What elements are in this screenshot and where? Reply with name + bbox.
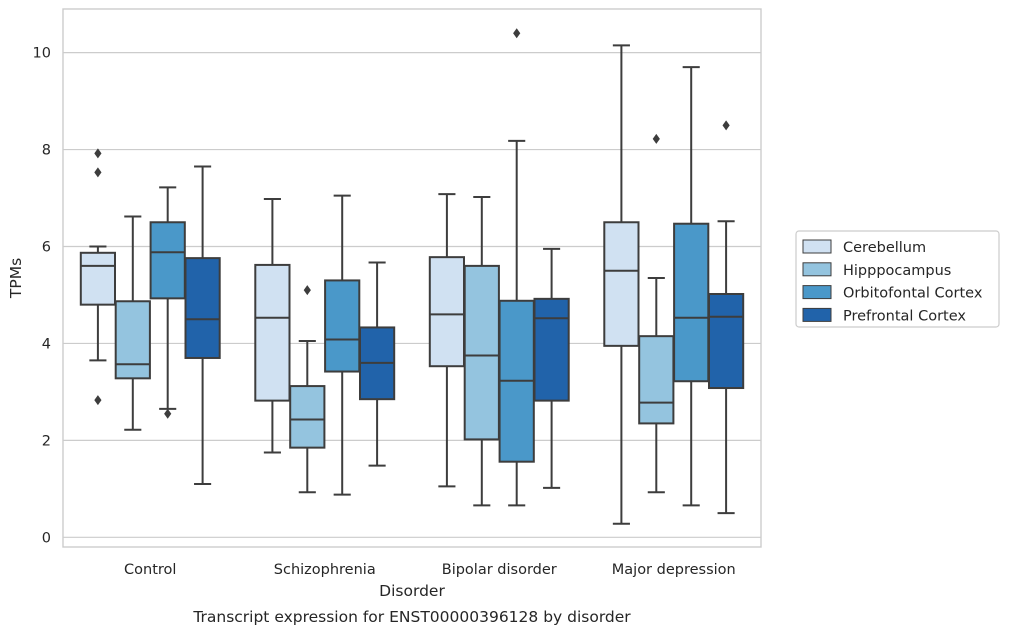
legend-label: Orbitofontal Cortex bbox=[843, 286, 983, 302]
outlier-point bbox=[94, 167, 102, 178]
legend-frame bbox=[795, 230, 1000, 328]
outlier-point bbox=[303, 285, 311, 296]
y-tick-label: 10 bbox=[33, 46, 51, 62]
chart-caption: Transcript expression for ENST0000039612… bbox=[192, 608, 631, 626]
y-tick-label: 8 bbox=[42, 143, 51, 159]
legend: Cerebellum Hipppocampus Orbitofontal Corte… bbox=[795, 230, 1000, 328]
box-2-0 bbox=[428, 193, 466, 488]
box-0-3 bbox=[184, 165, 221, 485]
box-rect bbox=[289, 385, 326, 449]
box-rect bbox=[707, 292, 745, 390]
legend-label: Prefrontal Cortex bbox=[843, 308, 966, 324]
box-rect bbox=[603, 221, 640, 347]
y-tick-label: 6 bbox=[42, 239, 51, 255]
box-3-3 bbox=[707, 120, 745, 515]
box-rect bbox=[114, 300, 151, 380]
box-2-2 bbox=[498, 28, 535, 507]
box-rect bbox=[638, 335, 675, 425]
y-tick-label: 4 bbox=[42, 336, 51, 352]
box-0-2 bbox=[149, 186, 186, 419]
x-tick-label: Schizophrenia bbox=[274, 562, 376, 578]
y-axis-label: TPMs bbox=[7, 258, 25, 299]
legend-label: Cerebellum bbox=[843, 240, 926, 256]
box-rect bbox=[184, 257, 221, 359]
outlier-point bbox=[94, 148, 102, 159]
box-1-0 bbox=[254, 197, 291, 454]
box-rect bbox=[149, 221, 186, 300]
box-rect bbox=[79, 251, 117, 306]
y-tick-label: 0 bbox=[42, 530, 51, 546]
outlier-point bbox=[513, 28, 521, 39]
box-rect bbox=[533, 297, 570, 402]
outlier-point bbox=[652, 133, 660, 144]
box-0-1 bbox=[114, 215, 151, 431]
y-tick-label: 2 bbox=[42, 433, 51, 449]
outlier-point bbox=[164, 408, 172, 419]
box-3-2 bbox=[673, 66, 710, 507]
x-tick-label: Bipolar disorder bbox=[442, 562, 557, 578]
legend-label: Hipppocampus bbox=[843, 263, 951, 279]
legend-swatch bbox=[802, 262, 832, 277]
legend-swatch bbox=[802, 239, 832, 254]
legend-swatch bbox=[802, 307, 832, 322]
box-3-1 bbox=[638, 133, 675, 494]
box-rect bbox=[254, 263, 291, 402]
legend-swatch bbox=[802, 285, 832, 300]
x-tick-label: Control bbox=[124, 562, 176, 578]
box-1-2 bbox=[324, 194, 361, 496]
box-2-3 bbox=[533, 247, 570, 489]
boxes-layer bbox=[79, 28, 745, 525]
x-tick-label: Major depression bbox=[612, 562, 736, 578]
box-2-1 bbox=[463, 196, 500, 507]
y-tick-labels: 0 2 4 6 8 10 bbox=[33, 46, 51, 547]
box-rect bbox=[673, 222, 710, 383]
box-rect bbox=[324, 279, 361, 373]
box-1-1 bbox=[289, 285, 326, 494]
x-tick-labels: Control Schizophrenia Bipolar disorder Majo… bbox=[124, 562, 736, 578]
outlier-point bbox=[94, 395, 102, 406]
x-axis-label: Disorder bbox=[379, 582, 445, 600]
box-3-0 bbox=[603, 44, 640, 525]
box-rect bbox=[428, 256, 466, 368]
box-rect bbox=[463, 264, 500, 441]
box-1-3 bbox=[358, 261, 396, 467]
box-0-0 bbox=[79, 148, 117, 406]
outlier-point bbox=[722, 120, 730, 131]
plot-area-frame bbox=[62, 8, 762, 548]
